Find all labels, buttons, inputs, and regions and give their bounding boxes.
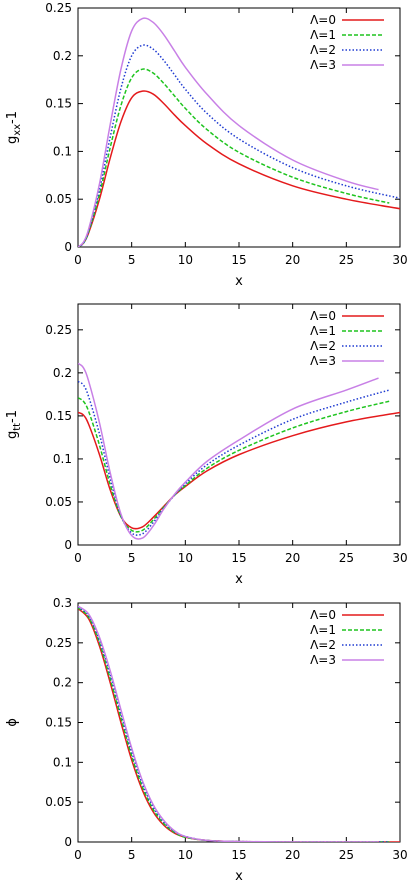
- y-tick-label: 0.15: [45, 409, 72, 423]
- chart-panel-3: 0 5 10 15 20 25 3000.050.10.150.20.250.3xϕΛ=0Λ…: [5, 596, 408, 884]
- x-tick-label: 30: [392, 551, 407, 565]
- legend-label: Λ=2: [310, 339, 336, 353]
- legend-label: Λ=1: [310, 623, 336, 637]
- x-tick-label: 10: [178, 551, 193, 565]
- y-tick-label: 0.25: [45, 323, 72, 337]
- y-tick-label: 0.15: [45, 716, 72, 730]
- series-line-lambda-0: [78, 411, 400, 530]
- x-tick-label: 10: [178, 848, 193, 862]
- y-tick-label: 0.05: [45, 795, 72, 809]
- series-line-lambda-2: [78, 44, 400, 247]
- plot-frame: [77, 7, 401, 248]
- y-tick-label: 0.3: [53, 596, 72, 610]
- x-tick-label: 10: [178, 253, 193, 267]
- y-tick-label: 0.1: [53, 755, 72, 769]
- x-tick-label: 20: [285, 253, 300, 267]
- legend-label: Λ=3: [310, 653, 336, 667]
- series-line-lambda-1: [78, 607, 390, 842]
- y-axis-label: ϕ: [5, 718, 20, 727]
- x-tick-label: 5: [128, 253, 136, 267]
- series-line-lambda-1: [78, 397, 390, 533]
- legend: Λ=0Λ=1Λ=2Λ=3: [310, 608, 384, 667]
- series-group: [78, 362, 400, 540]
- x-tick-label: 15: [231, 848, 246, 862]
- x-tick-label: 25: [339, 848, 354, 862]
- y-axis-label: gtt-1: [5, 410, 23, 439]
- x-tick-label: 0: [74, 848, 82, 862]
- y-tick-label: 0.15: [45, 97, 72, 111]
- legend: Λ=0Λ=1Λ=2Λ=3: [310, 309, 384, 368]
- x-tick-label: 15: [231, 551, 246, 565]
- series-group: [78, 605, 400, 842]
- chart-panel-2: 0 5 10 15 20 25 30 0 0.05 0.1 0.15 0.2 0.25 x gtt-1 Λ=0…: [5, 303, 408, 587]
- x-tick-label: 25: [339, 253, 354, 267]
- y-tick-label: 0: [64, 835, 72, 849]
- y-tick-label: 0.2: [53, 676, 72, 690]
- x-axis-label: x: [235, 274, 243, 289]
- x-tick-label: 0: [74, 551, 82, 565]
- legend-label: Λ=0: [310, 309, 336, 323]
- series-line-lambda-0: [78, 608, 400, 842]
- x-tick-label: 0: [74, 253, 82, 267]
- y-tick-label: 0.2: [53, 49, 72, 63]
- y-tick-label: 0: [64, 538, 72, 552]
- legend-label: Λ=0: [310, 608, 336, 622]
- series-line-lambda-3: [78, 605, 379, 842]
- y-tick-label: 0.1: [53, 144, 72, 158]
- y-axis-label: gxx-1: [5, 111, 23, 144]
- legend-label: Λ=3: [310, 58, 336, 72]
- y-tick-label: 0.25: [45, 636, 72, 650]
- y-tick-label: 0.25: [45, 1, 72, 15]
- legend: Λ=0Λ=1Λ=2Λ=3: [310, 13, 384, 72]
- series-line-lambda-3: [78, 17, 379, 247]
- legend-label: Λ=1: [310, 28, 336, 42]
- x-tick-label: 30: [392, 253, 407, 267]
- series-line-lambda-0: [78, 90, 400, 247]
- series-line-lambda-3: [78, 362, 379, 540]
- x-axis-label: x: [235, 869, 243, 884]
- plot-frame: [77, 602, 401, 843]
- x-tick-label: 30: [392, 848, 407, 862]
- legend-label: Λ=2: [310, 638, 336, 652]
- x-tick-label: 20: [285, 848, 300, 862]
- series-line-lambda-2: [78, 380, 390, 536]
- y-tick-label: 0.2: [53, 366, 72, 380]
- y-tick-label: 0.05: [45, 495, 72, 509]
- legend-label: Λ=2: [310, 43, 336, 57]
- chart-panel-1: 0 5 10 15 20 25 30 0 0.05 0.1 0.15 0.2 0.25 x gxx-1 Λ=0…: [5, 1, 408, 289]
- plot-frame: [77, 303, 401, 546]
- series-line-lambda-1: [78, 68, 390, 247]
- legend-label: Λ=1: [310, 324, 336, 338]
- x-tick-label: 15: [231, 253, 246, 267]
- y-tick-label: 0.05: [45, 192, 72, 206]
- y-tick-label: 0.1: [53, 452, 72, 466]
- y-tick-label: 0: [64, 240, 72, 254]
- x-tick-label: 25: [339, 551, 354, 565]
- x-axis-label: x: [235, 572, 243, 587]
- series-group: [78, 17, 400, 247]
- x-tick-label: 5: [128, 848, 136, 862]
- legend-label: Λ=0: [310, 13, 336, 27]
- x-tick-label: 20: [285, 551, 300, 565]
- x-tick-label: 5: [128, 551, 136, 565]
- legend-label: Λ=3: [310, 354, 336, 368]
